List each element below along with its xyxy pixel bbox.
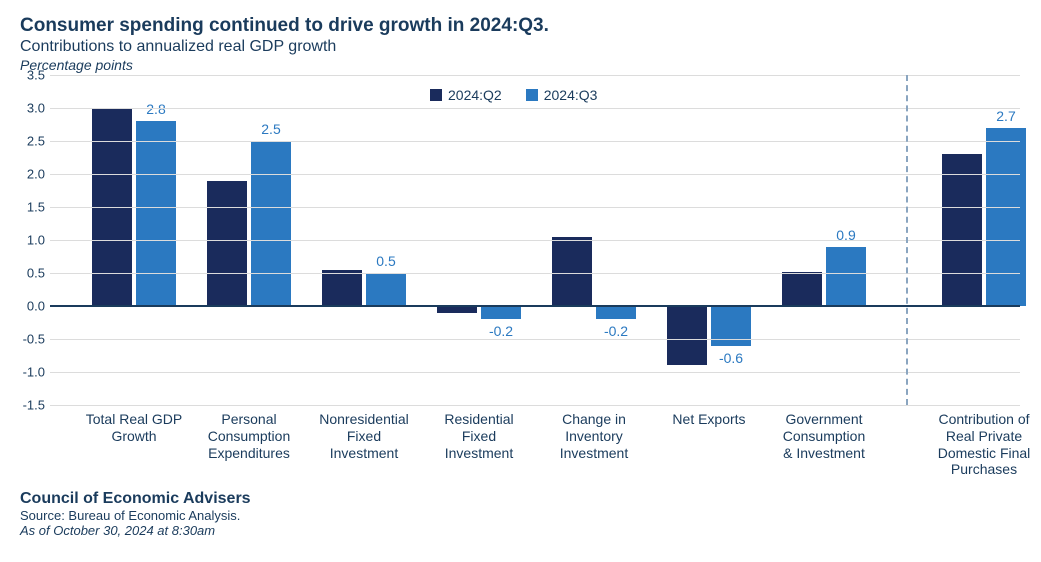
bar-value-label: -0.2: [604, 323, 628, 339]
y-tick-label: 0.0: [27, 299, 45, 314]
footer-org: Council of Economic Advisers: [20, 490, 1021, 508]
bar-value-label: 2.5: [261, 121, 280, 137]
legend-label: 2024:Q3: [544, 87, 598, 103]
bar-q3: [986, 128, 1026, 306]
gridline: [50, 405, 1020, 406]
footer-date: As of October 30, 2024 at 8:30am: [20, 523, 1021, 538]
x-category-label: Net Exports: [649, 411, 769, 428]
legend-label: 2024:Q2: [448, 87, 502, 103]
chart-container: Consumer spending continued to drive gro…: [20, 15, 1021, 552]
chart-title: Consumer spending continued to drive gro…: [20, 15, 1021, 37]
y-tick-label: 2.5: [27, 134, 45, 149]
gridline: [50, 372, 1020, 373]
legend-swatch: [430, 89, 442, 101]
bar-q3: [251, 141, 291, 306]
gridline: [50, 240, 1020, 241]
chart-subtitle: Contributions to annualized real GDP gro…: [20, 38, 1021, 56]
x-labels: Total Real GDPGrowthPersonalConsumptionE…: [20, 411, 1020, 486]
bar-q2: [667, 306, 707, 365]
footer: Council of Economic Advisers Source: Bur…: [20, 490, 1021, 538]
bar-q3: [136, 121, 176, 306]
bar-q3: [481, 306, 521, 319]
bar-value-label: 2.7: [996, 108, 1015, 124]
x-category-label: NonresidentialFixedInvestment: [304, 411, 424, 461]
x-category-label: Contribution ofReal PrivateDomestic Fina…: [924, 411, 1041, 478]
gridline: [50, 141, 1020, 142]
bar-value-label: -0.6: [719, 350, 743, 366]
bar-q3: [826, 247, 866, 306]
gridline: [50, 108, 1020, 109]
x-category-label: PersonalConsumptionExpenditures: [189, 411, 309, 461]
bar-q3: [596, 306, 636, 319]
y-tick-label: 1.0: [27, 233, 45, 248]
legend: 2024:Q2 2024:Q3: [430, 87, 597, 103]
x-category-label: ResidentialFixedInvestment: [419, 411, 539, 461]
bar-q2: [942, 154, 982, 306]
gridline: [50, 339, 1020, 340]
gridline: [50, 75, 1020, 76]
legend-item: 2024:Q3: [526, 87, 598, 103]
gridline: [50, 207, 1020, 208]
bar-q2: [322, 270, 362, 306]
bar-q2: [207, 181, 247, 306]
y-tick-label: -0.5: [23, 332, 45, 347]
legend-item: 2024:Q2: [430, 87, 502, 103]
bar-q2: [552, 237, 592, 306]
y-tick-label: -1.0: [23, 365, 45, 380]
legend-swatch: [526, 89, 538, 101]
gridline: [50, 273, 1020, 274]
section-divider: [906, 75, 908, 405]
footer-source: Source: Bureau of Economic Analysis.: [20, 508, 1021, 523]
bar-value-label: -0.2: [489, 323, 513, 339]
x-category-label: GovernmentConsumption& Investment: [764, 411, 884, 461]
bar-q3: [366, 273, 406, 306]
y-axis-label: Percentage points: [20, 57, 1021, 73]
gridline: [50, 174, 1020, 175]
plot-area: 2.82.50.5-0.2-0.2-0.60.92.7 -1.5-1.0-0.5…: [20, 75, 1020, 405]
y-tick-label: 2.0: [27, 167, 45, 182]
y-tick-label: 3.5: [27, 68, 45, 83]
y-tick-label: 1.5: [27, 200, 45, 215]
y-tick-label: 0.5: [27, 266, 45, 281]
bar-value-label: 0.5: [376, 253, 395, 269]
bar-value-label: 2.8: [146, 101, 165, 117]
x-category-label: Total Real GDPGrowth: [74, 411, 194, 445]
x-category-label: Change inInventoryInvestment: [534, 411, 654, 461]
zero-line: [50, 305, 1020, 307]
y-tick-label: 3.0: [27, 101, 45, 116]
bar-q2: [782, 272, 822, 306]
